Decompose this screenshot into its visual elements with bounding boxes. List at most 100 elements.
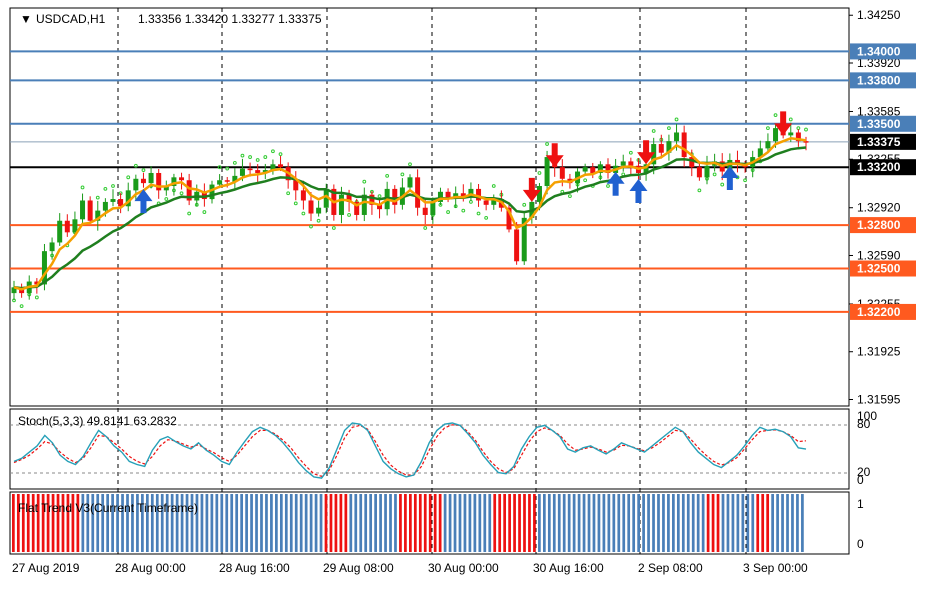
flat-bar [116, 494, 119, 552]
sar-dot [446, 210, 450, 214]
time-label: 3 Sep 00:00 [743, 561, 808, 575]
time-label: 28 Aug 16:00 [219, 561, 290, 575]
level-labels: 1.34000 1.33800 1.33500 1.33375 1.33200 1.328… [850, 43, 916, 320]
time-label: 28 Aug 00:00 [115, 561, 186, 575]
flat-bar [260, 494, 263, 552]
level-label: 1.33375 [857, 135, 901, 149]
sar-dot [400, 172, 405, 177]
flat-bar [528, 494, 531, 552]
flat-bar [299, 494, 303, 552]
flat-bar [91, 494, 95, 552]
flat-bar [126, 494, 129, 552]
stochastic-lines [13, 422, 807, 479]
flat-bar [562, 494, 566, 552]
price-tick-label: 1.31925 [857, 345, 901, 359]
flat-bar [36, 494, 40, 552]
time-label: 2 Sep 08:00 [638, 561, 703, 575]
sar-dot [141, 168, 146, 172]
level-label: 1.32800 [857, 218, 901, 232]
candle-body [278, 164, 284, 168]
flat-bar [155, 494, 159, 552]
sar-dot [111, 184, 115, 188]
flat-bar [751, 494, 755, 552]
flat-bar [384, 494, 387, 552]
stoch-main-line [13, 422, 807, 479]
flat-bar [279, 494, 283, 552]
stoch-axis-label: 80 [857, 417, 871, 431]
flat-bar [776, 494, 779, 552]
sar-dot [377, 194, 382, 199]
level-label-box [850, 115, 916, 132]
flat-bar [716, 494, 720, 552]
flat-bar [21, 494, 25, 552]
sar-dot [484, 215, 489, 220]
candle-body [270, 164, 276, 171]
sar-dot [34, 295, 39, 300]
flat-bar [215, 494, 219, 552]
flat-bar [150, 494, 154, 552]
flat-bar [200, 494, 204, 552]
candle-body [559, 167, 565, 179]
sar-dot [103, 187, 108, 191]
flat-bar [46, 494, 50, 552]
flat-bar [364, 494, 368, 552]
flat-bar [16, 494, 20, 552]
flat-axis-label: 0 [857, 537, 864, 551]
chart-header-triangle: ▼ [20, 12, 32, 26]
candle-body [369, 194, 375, 205]
candle-body [232, 175, 238, 182]
candle-body [476, 188, 482, 201]
stoch-axis-label: 20 [857, 465, 871, 479]
flat-bar [160, 494, 164, 552]
flat-bar [741, 494, 745, 552]
flat-trend-panel [9, 491, 850, 555]
level-label-box [850, 133, 916, 150]
flat-bar [404, 494, 407, 552]
sar-dot [202, 210, 207, 214]
candle-body [41, 251, 47, 285]
flat-bar [41, 494, 45, 552]
time-label: 30 Aug 00:00 [428, 561, 499, 575]
flat-bar [389, 494, 392, 552]
flat-bar [31, 494, 35, 552]
candle-body [734, 159, 740, 165]
sar-dot [316, 218, 321, 223]
stoch-axis-label: 0 [857, 473, 864, 487]
flat-bar [786, 494, 789, 552]
flat-bar [190, 494, 194, 552]
candle-body [125, 190, 131, 207]
candle-body [57, 220, 63, 243]
sar-dot [568, 194, 572, 199]
flat-bar [136, 494, 139, 552]
signal-arrows [134, 111, 793, 214]
candle-body [788, 132, 794, 136]
candle-body [300, 190, 306, 201]
flat-bar [433, 494, 437, 552]
candle-body [201, 191, 207, 200]
sar-dot [293, 201, 298, 206]
level-label-box [850, 159, 916, 176]
sar-dot [606, 184, 610, 188]
sar-dot [248, 155, 252, 159]
candle-body [704, 165, 710, 178]
candle-body [536, 186, 542, 202]
flat-bar [289, 494, 293, 552]
flat-bar [518, 494, 521, 552]
flat-bar [111, 494, 114, 552]
sar-dot [362, 179, 367, 184]
flat-bar [121, 494, 124, 552]
flat-bar [796, 494, 799, 552]
flat-bar [131, 494, 134, 552]
flat-bar [443, 494, 447, 552]
sar-dot [225, 166, 230, 171]
sar-dot [187, 211, 192, 216]
flat-bar [538, 494, 541, 552]
candle-body [430, 201, 436, 215]
flat-bar [468, 494, 472, 552]
sar-dot [545, 142, 549, 146]
level-label: 1.33200 [857, 160, 901, 174]
flat-bar [413, 494, 417, 552]
flat-bar [240, 494, 243, 552]
flat-bar [756, 494, 760, 552]
flat-bar [632, 494, 636, 552]
